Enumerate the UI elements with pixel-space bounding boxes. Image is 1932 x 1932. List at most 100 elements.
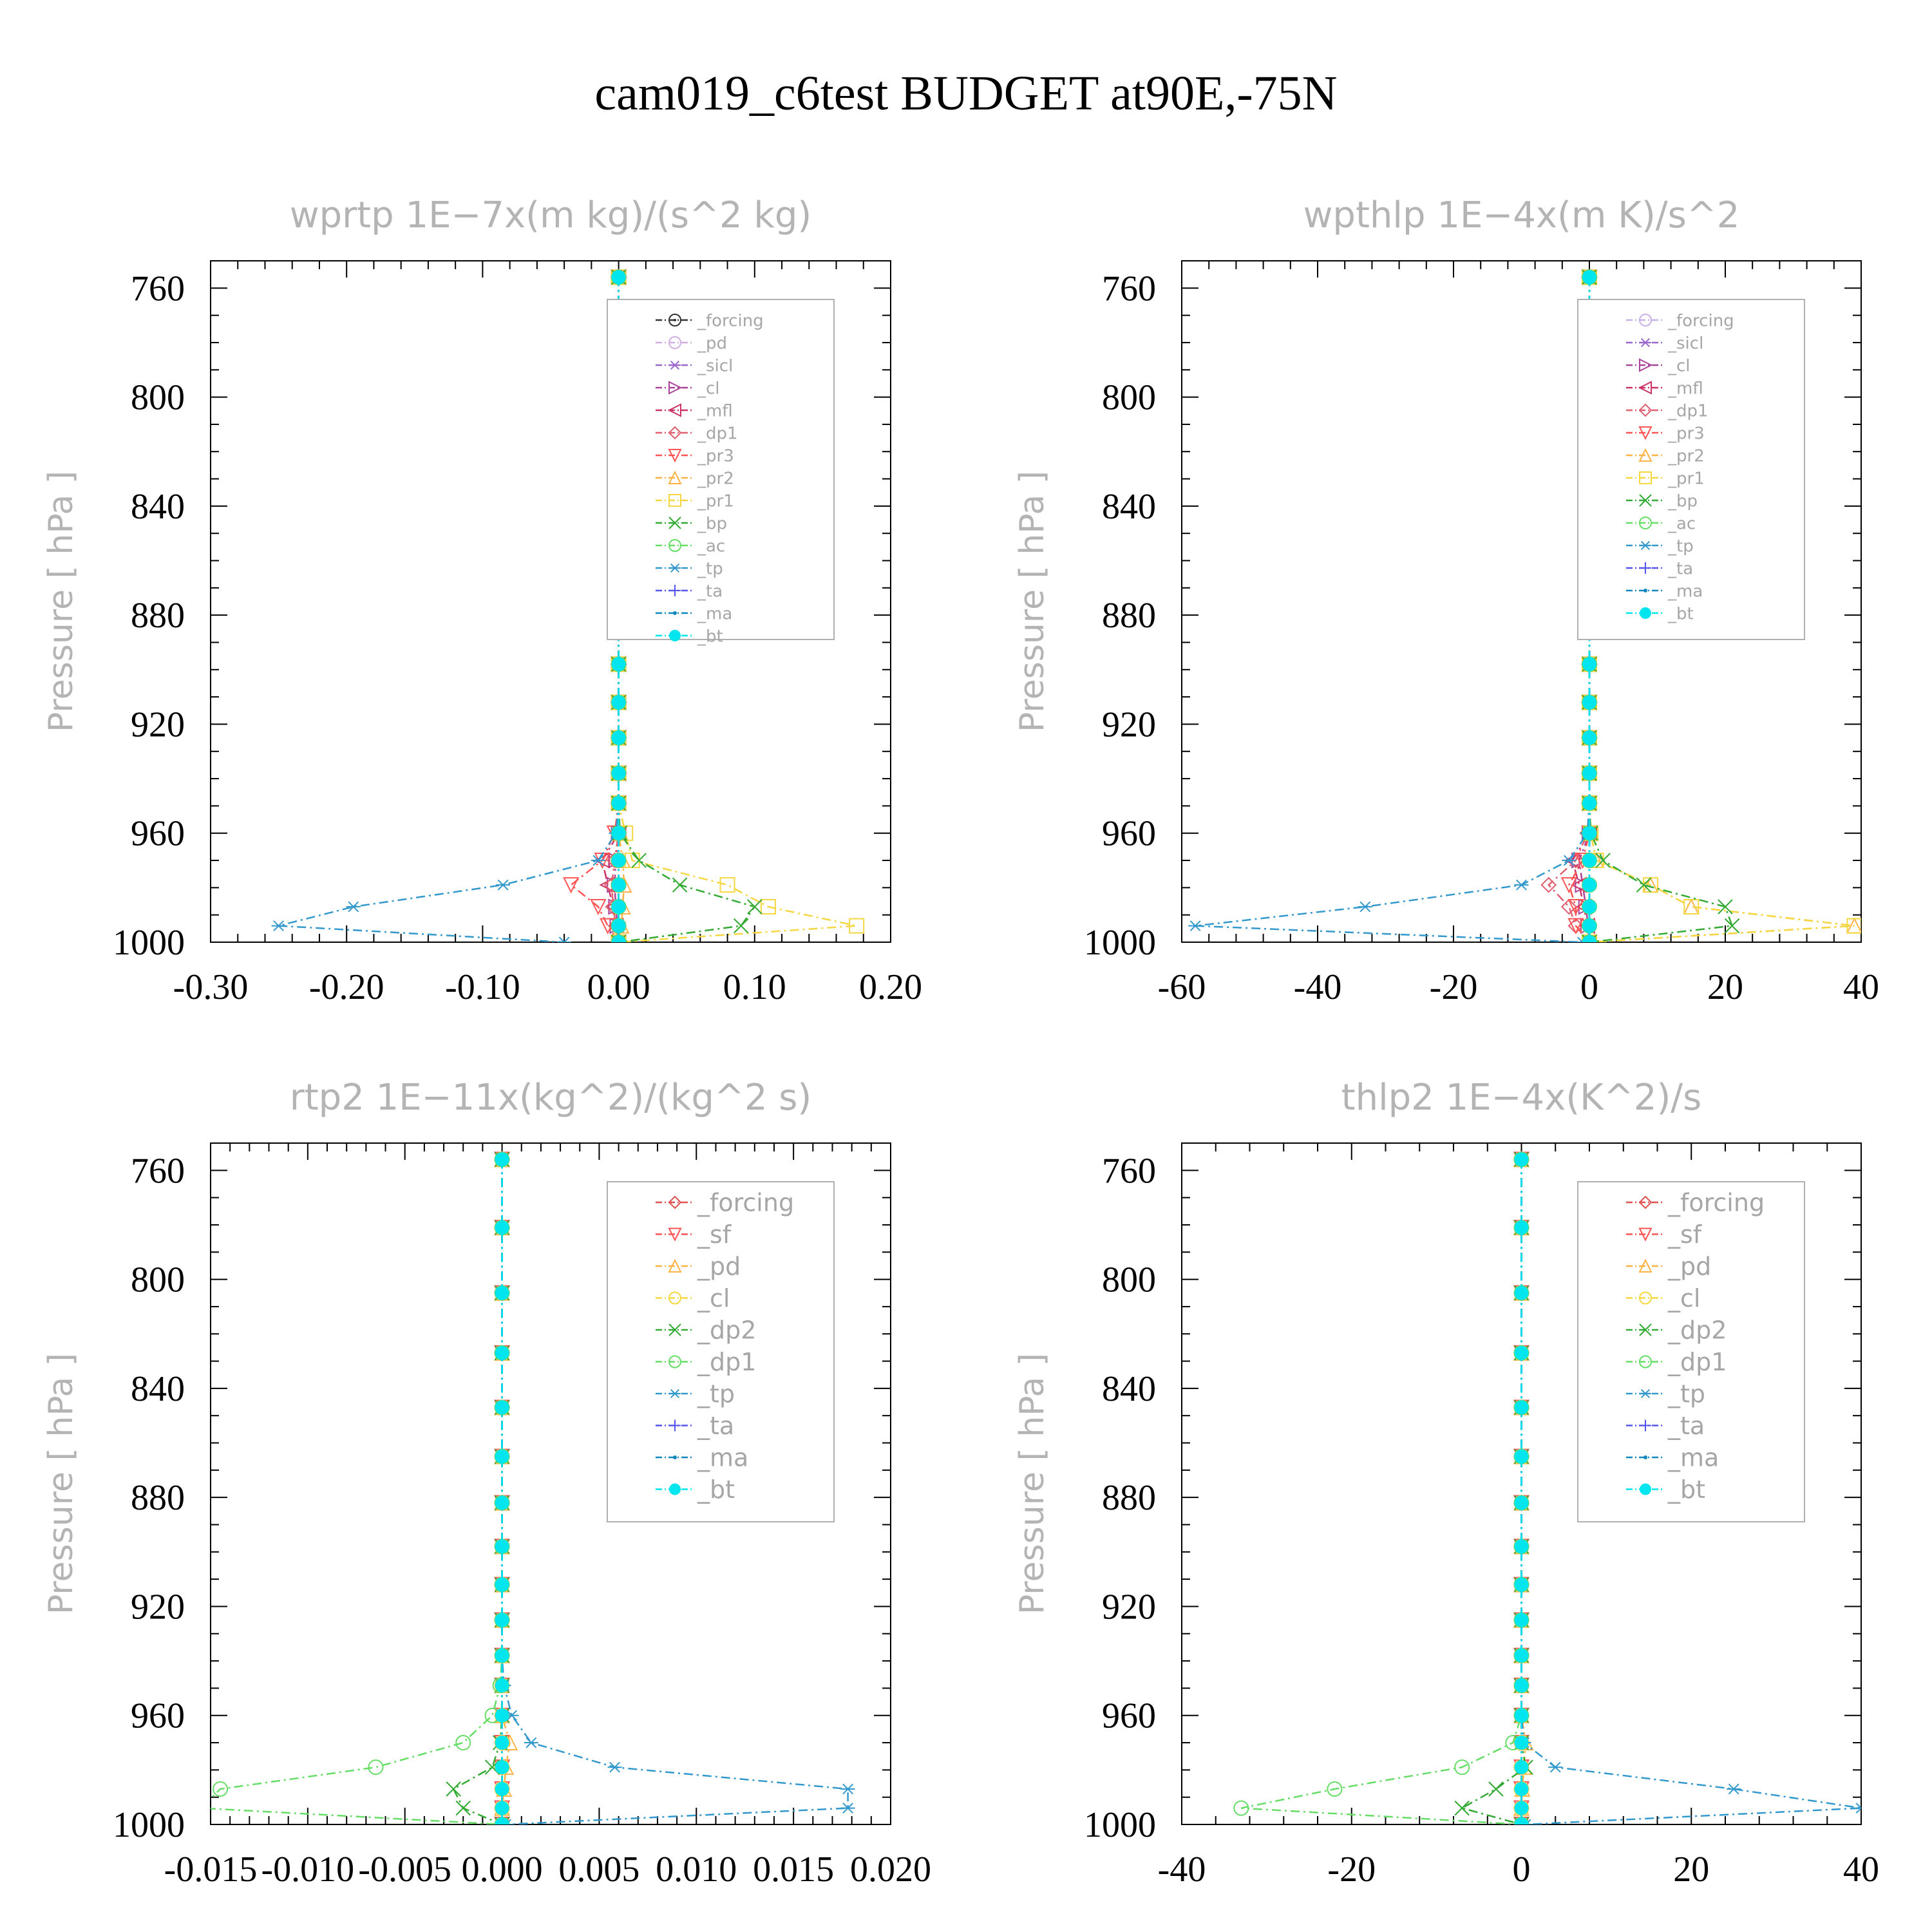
data-point bbox=[1233, 1800, 1249, 1816]
legend-entry: _ta bbox=[1626, 1412, 1705, 1440]
data-point bbox=[1454, 1800, 1470, 1816]
legend-label: _sicl bbox=[697, 356, 733, 375]
data-point bbox=[495, 1285, 509, 1300]
series-line-dp1 bbox=[1241, 1159, 1522, 1824]
x-tick-label: 0.000 bbox=[462, 1850, 543, 1889]
data-point bbox=[1514, 1577, 1529, 1592]
y-axis-label: Pressure [ hPa ] bbox=[1013, 471, 1052, 732]
x-tick-label: -60 bbox=[1158, 967, 1206, 1007]
legend-label: _ma bbox=[697, 604, 732, 623]
chart-panel-3: rtp2 1E−11x(kg^2)/(kg^2 s) Pressure [ hPa… bbox=[42, 1077, 931, 1889]
panels: wprtp 1E−7x(m kg)/(s^2 kg) Pressure [ hPa… bbox=[42, 194, 1879, 1889]
legend-label: _forcing bbox=[697, 311, 764, 330]
legend-label: _tp bbox=[697, 559, 723, 578]
legend-label: _tp bbox=[1667, 1380, 1705, 1408]
legend-box bbox=[1577, 1181, 1805, 1522]
data-point bbox=[1582, 878, 1596, 893]
y-tick-label: 760 bbox=[1102, 269, 1156, 308]
legend-entry: _cl bbox=[1626, 1284, 1700, 1312]
legend-label: _mfl bbox=[1667, 379, 1703, 398]
data-point bbox=[1560, 877, 1577, 894]
data-point bbox=[495, 1495, 509, 1510]
series-line-tp bbox=[278, 277, 620, 942]
y-tick-label: 760 bbox=[131, 269, 185, 308]
legend-label: _cl bbox=[697, 1284, 730, 1312]
legend-entry: _ta bbox=[656, 582, 723, 601]
legend-entry: _pd bbox=[656, 334, 727, 353]
x-tick-label: 0 bbox=[1513, 1850, 1531, 1889]
data-point bbox=[1846, 918, 1861, 934]
data-point bbox=[1562, 855, 1577, 866]
data-point bbox=[495, 1736, 509, 1750]
y-tick-label: 960 bbox=[1102, 814, 1156, 854]
legend-box bbox=[607, 1181, 835, 1522]
data-point bbox=[1514, 1708, 1529, 1723]
legend-label: _pr1 bbox=[697, 491, 734, 511]
data-point bbox=[1514, 1648, 1529, 1663]
data-point bbox=[1358, 901, 1372, 913]
legend-label: _pr3 bbox=[1667, 424, 1705, 443]
legend-label: _pr2 bbox=[697, 469, 734, 488]
data-point bbox=[1582, 853, 1596, 868]
legend-label: _tp bbox=[697, 1380, 735, 1408]
legend-entry: _ta bbox=[656, 1412, 734, 1440]
data-point bbox=[1514, 1495, 1529, 1510]
y-tick-label: 760 bbox=[131, 1151, 185, 1191]
data-point bbox=[495, 1781, 509, 1796]
legend: _forcing _pd _sicl _cl _mfl _dp1 _pr3 _pr2 _pr1 _… bbox=[607, 299, 835, 646]
data-point bbox=[1582, 935, 1596, 942]
legend-entry: _tp bbox=[1626, 1380, 1705, 1408]
legend-entry: _pd bbox=[656, 1253, 741, 1281]
legend-entry: _pr3 bbox=[656, 446, 734, 466]
data-point bbox=[719, 877, 735, 893]
data-point bbox=[1514, 1220, 1529, 1235]
data-point bbox=[590, 898, 607, 916]
y-tick-label: 1000 bbox=[113, 923, 185, 963]
legend-label: _forcing bbox=[697, 1189, 794, 1217]
series-group bbox=[1233, 1151, 1861, 1824]
x-tick-label: 0.20 bbox=[859, 967, 922, 1007]
data-point bbox=[1636, 877, 1652, 893]
y-tick-label: 800 bbox=[131, 1260, 185, 1300]
data-point bbox=[346, 901, 361, 913]
legend-entry: _bt bbox=[1626, 1475, 1705, 1504]
x-tick-label: 0.020 bbox=[850, 1850, 931, 1889]
data-point bbox=[495, 1220, 509, 1235]
data-point bbox=[368, 1759, 384, 1776]
data-point bbox=[1724, 918, 1740, 934]
data-point bbox=[1514, 1285, 1529, 1300]
legend-label: _forcing bbox=[1667, 1189, 1765, 1217]
data-point bbox=[1514, 1613, 1529, 1627]
data-point bbox=[760, 898, 776, 914]
legend-label: _pd bbox=[697, 334, 727, 353]
y-tick-label: 840 bbox=[131, 1369, 185, 1409]
legend-label: _pr2 bbox=[1667, 446, 1705, 466]
y-tick-label: 800 bbox=[1102, 1260, 1156, 1300]
data-point bbox=[611, 918, 626, 933]
y-tick-label: 960 bbox=[1102, 1696, 1156, 1736]
data-point bbox=[1727, 1783, 1741, 1795]
data-point bbox=[1582, 270, 1596, 285]
legend-entry: _pd bbox=[1626, 1253, 1711, 1281]
legend-label: _cl bbox=[1667, 1284, 1700, 1312]
data-point bbox=[1582, 766, 1596, 781]
data-point bbox=[672, 877, 688, 893]
data-point bbox=[611, 796, 626, 811]
data-point bbox=[1683, 898, 1700, 914]
y-tick-label: 840 bbox=[131, 487, 185, 527]
data-point bbox=[495, 1678, 509, 1693]
data-point bbox=[524, 1737, 538, 1748]
y-tick-label: 1000 bbox=[113, 1805, 185, 1845]
data-point bbox=[1514, 1760, 1529, 1775]
legend-entry: _cl bbox=[656, 379, 720, 398]
legend-entry: _forcing bbox=[656, 311, 764, 330]
data-point bbox=[213, 1781, 229, 1797]
legend-entry: _mfl bbox=[656, 401, 733, 421]
legend-label: _mfl bbox=[697, 401, 733, 421]
legend-entry: _pr1 bbox=[656, 491, 734, 511]
y-tick-label: 920 bbox=[1102, 705, 1156, 744]
legend-label: _ta bbox=[1667, 559, 1693, 578]
legend-entry: _sicl bbox=[656, 356, 733, 375]
legend-label: _pd bbox=[697, 1253, 741, 1281]
data-point bbox=[1188, 920, 1203, 932]
